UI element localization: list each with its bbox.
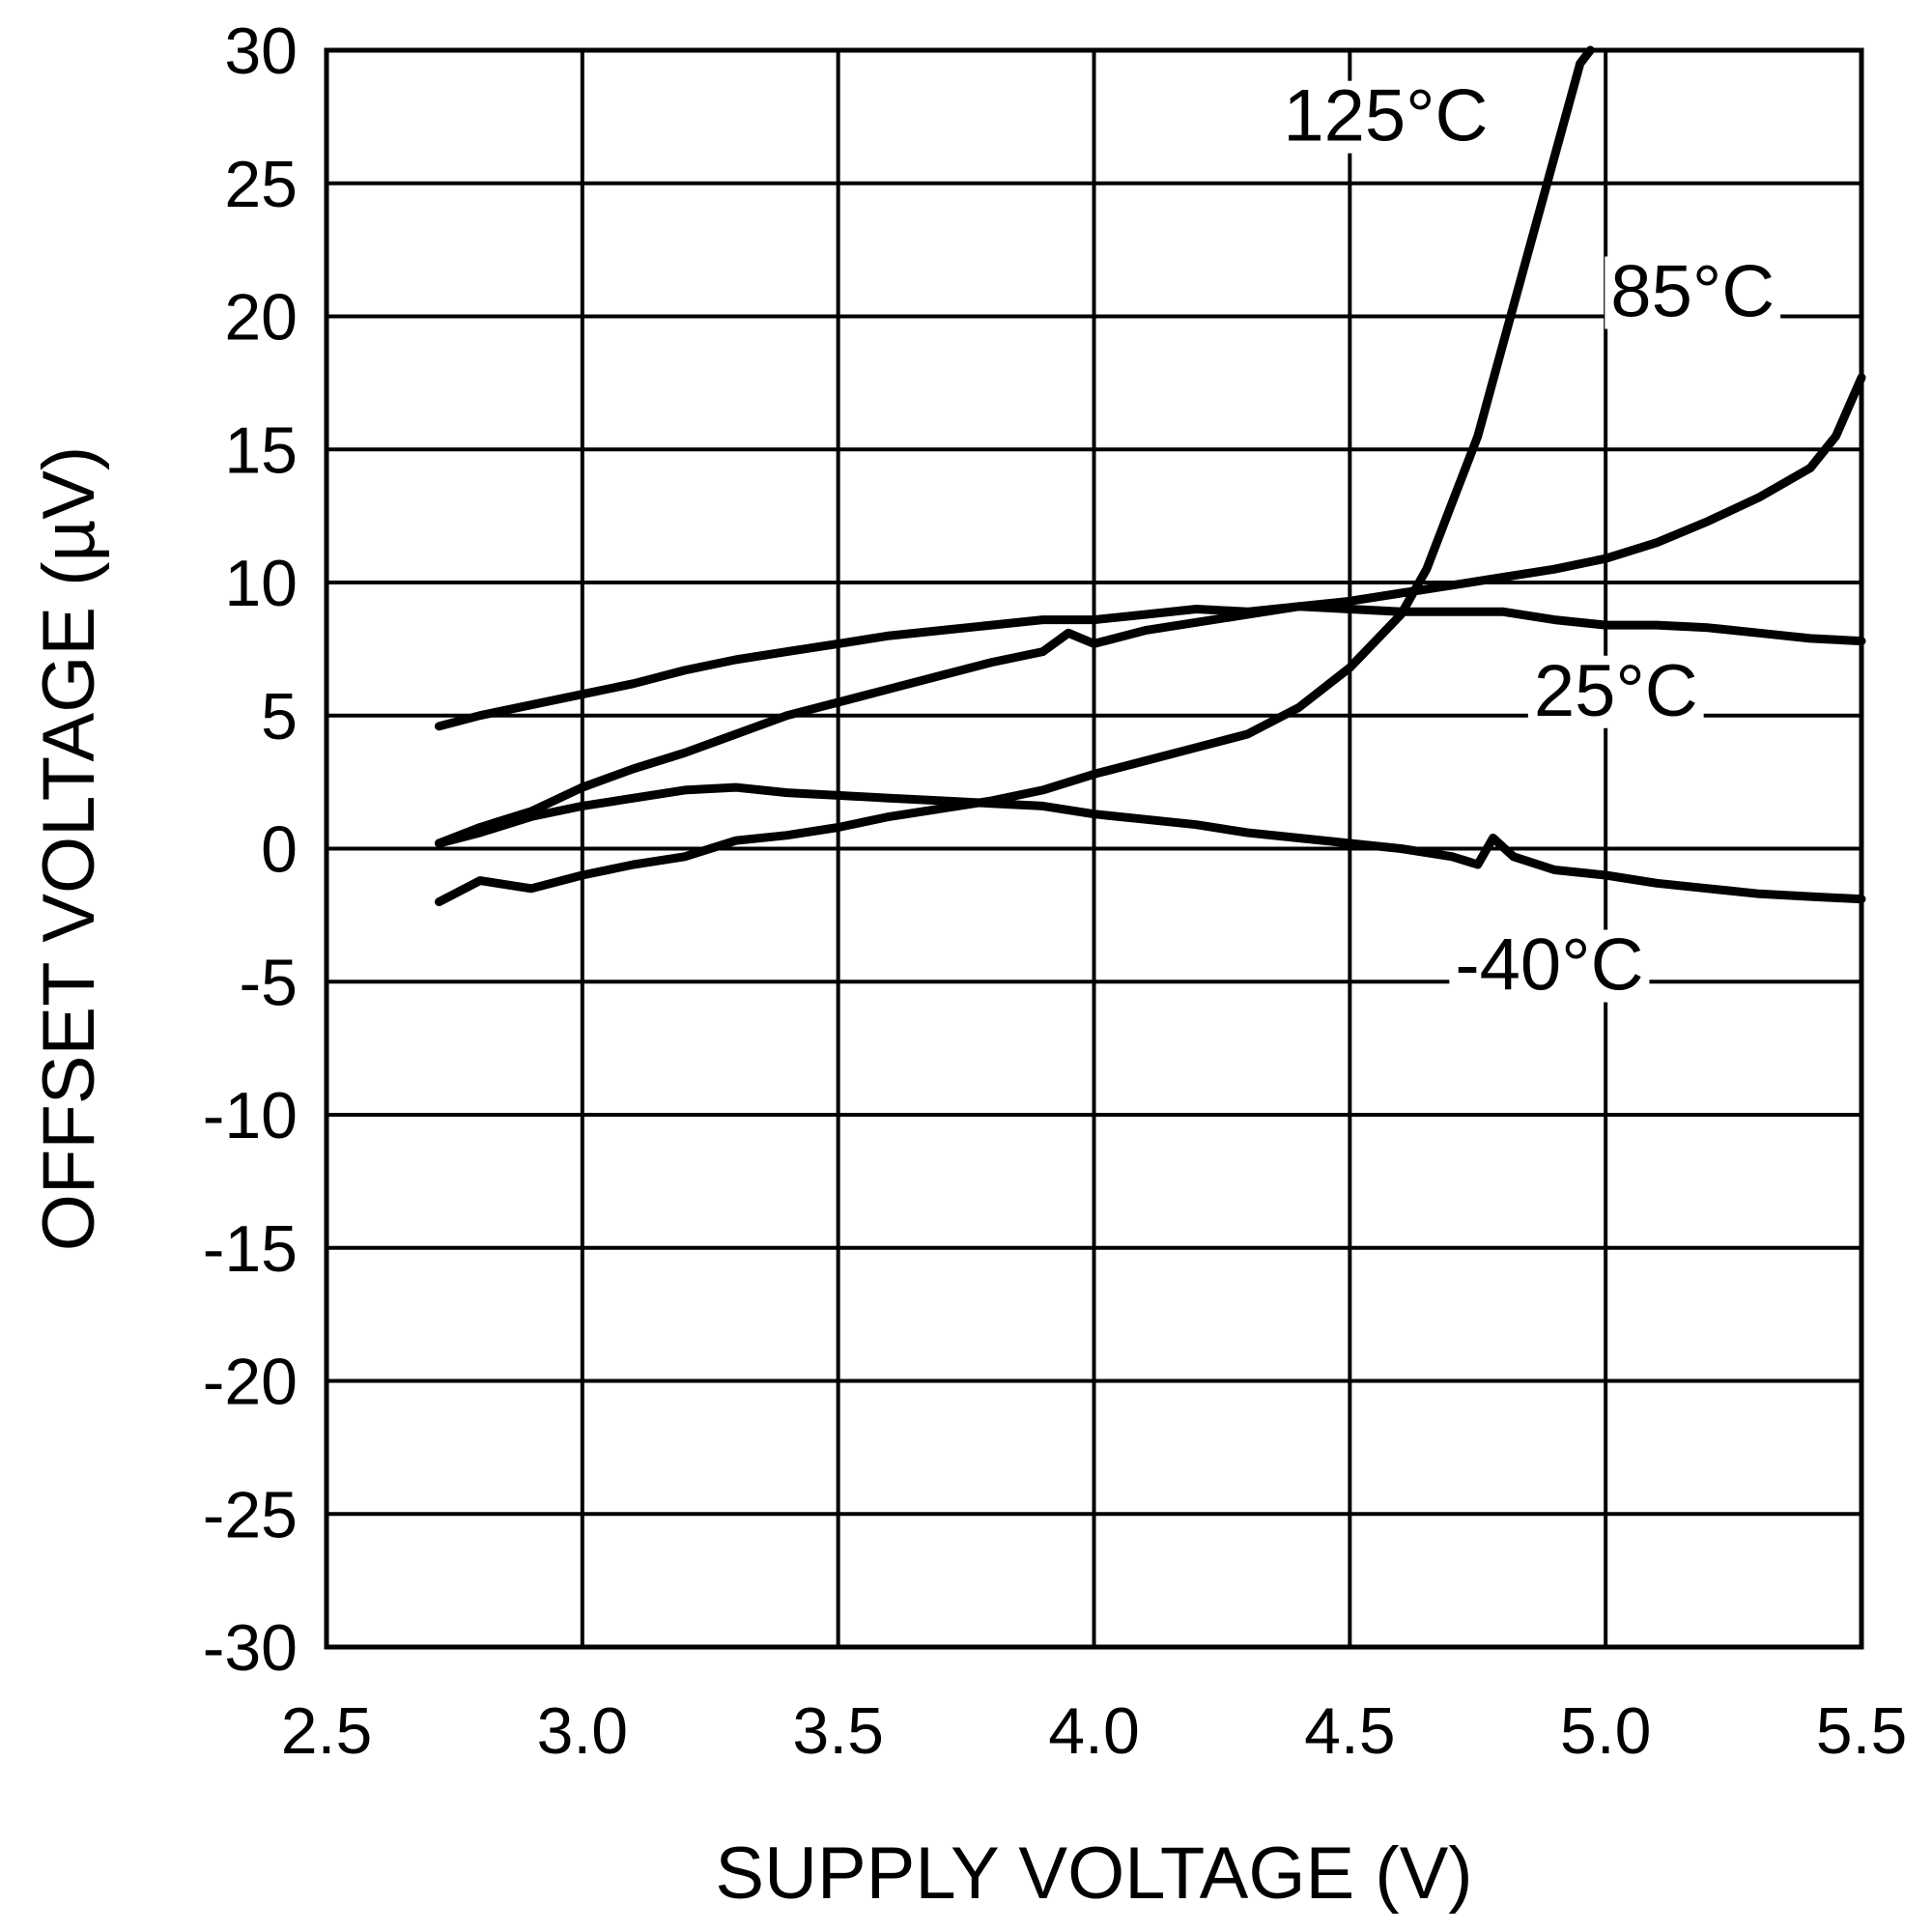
series-line-3 xyxy=(435,782,1866,904)
y-tick-label: 25 xyxy=(224,148,298,221)
series-label: -40°C xyxy=(1455,924,1643,1007)
series-line-2 xyxy=(435,602,1866,731)
series-label-backdrop xyxy=(1277,80,1494,154)
series-lines xyxy=(435,45,1866,907)
y-tick-label: -20 xyxy=(203,1346,298,1419)
y-tick-label: -5 xyxy=(240,946,298,1019)
series-labels: 125°C 85°C 25°C -40°C xyxy=(1277,75,1781,1007)
x-tick-label: 4.5 xyxy=(1304,1694,1396,1768)
series-label-backdrop xyxy=(1449,929,1650,1003)
series-line-1 xyxy=(435,373,1866,848)
x-tick-label: 2.5 xyxy=(281,1694,373,1768)
x-tick-labels: 2.5 3.0 3.5 4.0 4.5 5.0 5.5 xyxy=(281,1694,1908,1768)
grid-lines xyxy=(327,50,1861,1647)
y-tick-label: -30 xyxy=(203,1611,298,1685)
y-tick-label: 0 xyxy=(261,813,298,887)
x-tick-label: 3.5 xyxy=(792,1694,884,1768)
series-label-backdrop xyxy=(1605,256,1781,329)
x-tick-label: 4.0 xyxy=(1048,1694,1140,1768)
x-tick-label: 5.5 xyxy=(1816,1694,1908,1768)
series-label: 25°C xyxy=(1534,650,1698,732)
y-tick-label: 30 xyxy=(224,14,298,88)
y-tick-label: -15 xyxy=(203,1212,298,1286)
series-label-backdrop xyxy=(1527,655,1704,728)
series-line-0 xyxy=(435,45,1595,907)
x-axis-title: SUPPLY VOLTAGE (V) xyxy=(715,1833,1472,1915)
y-tick-label: 20 xyxy=(224,281,298,355)
y-tick-label: 15 xyxy=(224,413,298,487)
y-tick-label: -25 xyxy=(203,1478,298,1551)
y-tick-labels: 30 25 20 15 10 5 0 -5 -10 -15 -20 -25 -30 xyxy=(203,14,298,1685)
y-axis-title: OFFSET VOLTAGE (µV) xyxy=(28,446,110,1251)
series-label: 85°C xyxy=(1610,251,1775,333)
series-label: 125°C xyxy=(1283,75,1488,157)
x-tick-label: 5.0 xyxy=(1560,1694,1652,1768)
x-tick-label: 3.0 xyxy=(537,1694,629,1768)
y-tick-label: -10 xyxy=(203,1079,298,1152)
plot-frame xyxy=(324,47,1864,1650)
y-tick-label: 10 xyxy=(224,547,298,620)
y-tick-label: 5 xyxy=(261,680,298,753)
